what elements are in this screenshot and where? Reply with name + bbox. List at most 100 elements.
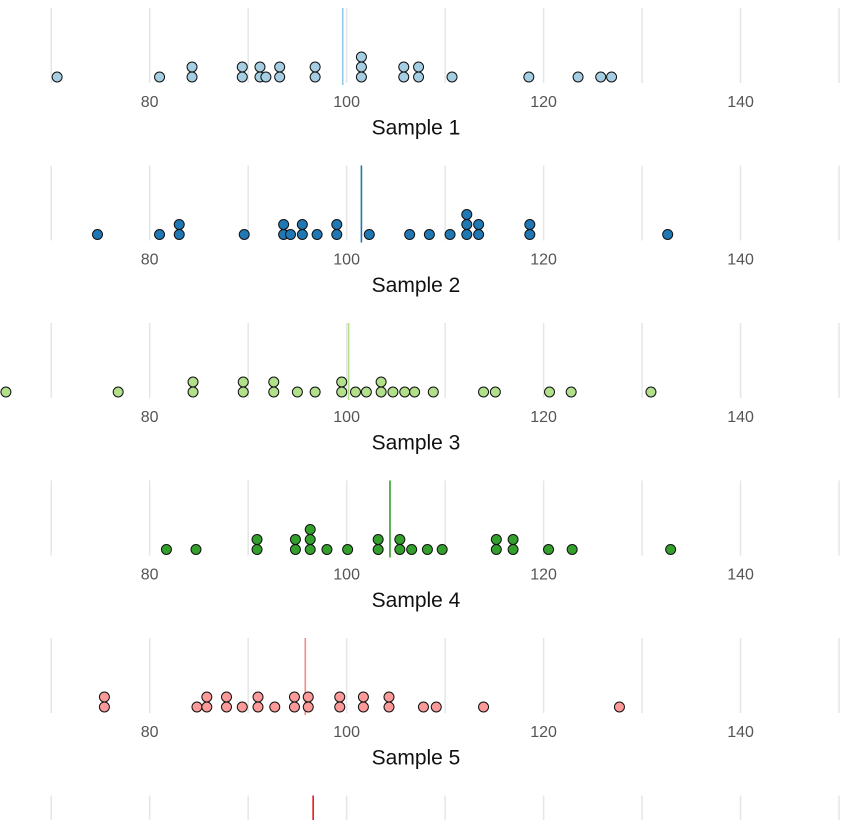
dot xyxy=(372,544,384,555)
x-tick-label: 120 xyxy=(530,252,557,269)
dot xyxy=(417,701,429,713)
x-tick-label: 80 xyxy=(141,409,159,426)
dot xyxy=(383,701,395,713)
dot xyxy=(461,209,473,220)
x-axis-label: Sample 4 xyxy=(372,589,461,612)
x-tick-label: 80 xyxy=(141,724,159,741)
dot xyxy=(173,229,185,240)
dot xyxy=(665,544,677,555)
dot xyxy=(98,691,110,703)
x-tick-label: 100 xyxy=(333,94,360,111)
dot xyxy=(334,691,346,703)
dot xyxy=(186,71,198,83)
dot xyxy=(523,71,535,83)
x-axis-label: Sample 1 xyxy=(372,117,461,140)
x-tick-label: 100 xyxy=(333,567,360,584)
dot xyxy=(478,386,490,398)
dot xyxy=(565,386,577,398)
dot xyxy=(421,544,433,555)
dot xyxy=(331,229,343,240)
dot xyxy=(291,386,303,398)
dot xyxy=(357,691,369,703)
dot xyxy=(342,544,354,555)
dot xyxy=(160,544,172,555)
dot xyxy=(187,376,199,388)
dot xyxy=(394,544,406,555)
dot xyxy=(406,544,418,555)
dot xyxy=(404,229,416,240)
dot xyxy=(645,386,657,398)
dot xyxy=(274,61,286,73)
dot xyxy=(51,71,63,83)
dot xyxy=(251,544,263,555)
dot xyxy=(350,386,362,398)
dot xyxy=(173,219,185,230)
x-tick-label: 140 xyxy=(727,252,754,269)
dot xyxy=(398,61,410,73)
dot xyxy=(304,534,316,545)
dot xyxy=(355,51,367,63)
dot xyxy=(662,229,674,240)
dot xyxy=(274,71,286,83)
dot xyxy=(254,61,266,73)
dot xyxy=(524,229,536,240)
dot xyxy=(201,701,213,713)
x-tick-label: 100 xyxy=(333,724,360,741)
dot xyxy=(363,229,375,240)
dot xyxy=(489,386,501,398)
dot xyxy=(289,544,301,555)
dot xyxy=(112,386,124,398)
dot xyxy=(606,71,618,83)
dot xyxy=(309,386,321,398)
dot xyxy=(473,219,485,230)
dot xyxy=(191,701,203,713)
dot xyxy=(309,71,321,83)
dot xyxy=(461,219,473,230)
dot xyxy=(186,61,198,73)
dot xyxy=(436,544,448,555)
dot xyxy=(237,376,249,388)
dot xyxy=(413,61,425,73)
dot xyxy=(461,229,473,240)
dot xyxy=(331,219,343,230)
dot xyxy=(613,701,625,713)
dot xyxy=(355,61,367,73)
x-tick-label: 100 xyxy=(333,409,360,426)
dot xyxy=(251,534,263,545)
dot xyxy=(566,544,578,555)
dot xyxy=(490,534,502,545)
dot xyxy=(423,229,435,240)
dot xyxy=(444,229,456,240)
dot xyxy=(375,386,387,398)
x-axis-label: Sample 3 xyxy=(372,432,461,455)
dot xyxy=(334,701,346,713)
x-tick-label: 100 xyxy=(333,252,360,269)
dot xyxy=(278,219,290,230)
dot xyxy=(427,386,439,398)
dot xyxy=(398,71,410,83)
x-tick-label: 120 xyxy=(530,567,557,584)
dot xyxy=(221,691,233,703)
dot xyxy=(236,701,248,713)
dot xyxy=(154,71,166,83)
dot xyxy=(236,71,248,83)
dot xyxy=(302,701,314,713)
x-tick-label: 140 xyxy=(727,409,754,426)
x-tick-label: 80 xyxy=(141,94,159,111)
dot xyxy=(309,61,321,73)
dot xyxy=(98,701,110,713)
dot xyxy=(383,691,395,703)
dot xyxy=(252,691,264,703)
dot xyxy=(375,376,387,388)
dot xyxy=(237,386,249,398)
dot xyxy=(430,701,442,713)
x-tick-label: 120 xyxy=(530,724,557,741)
x-tick-label: 80 xyxy=(141,567,159,584)
dot xyxy=(154,229,166,240)
dot xyxy=(355,71,367,83)
dot xyxy=(478,701,490,713)
dot xyxy=(387,386,399,398)
dot xyxy=(360,386,372,398)
dot xyxy=(288,691,300,703)
dot xyxy=(544,386,556,398)
